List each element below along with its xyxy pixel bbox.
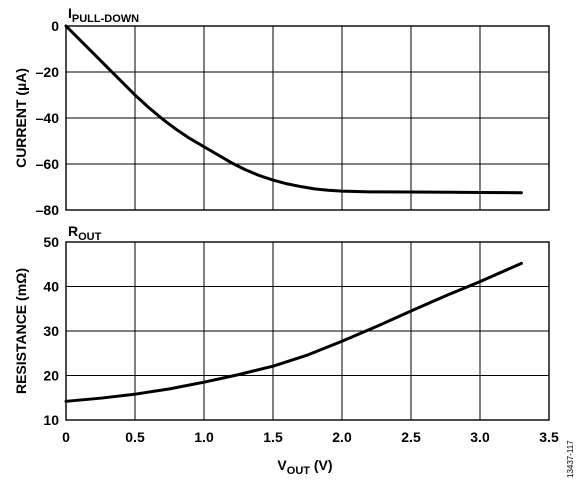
x-tick-label: 0: [62, 429, 70, 445]
current-y-tick-label: –80: [36, 202, 60, 218]
x-tick-label: 3.0: [470, 429, 490, 445]
resistance-curve: [64, 261, 523, 403]
resistance-y-tick-label: 50: [43, 234, 59, 250]
x-tick-label: 3.5: [539, 429, 559, 445]
resistance-y-tick-label: 40: [43, 279, 59, 295]
current-curve: [64, 24, 523, 195]
x-ticks: 0 0.5 1.0 1.5 2.0 2.5 3.0 3.5: [62, 429, 559, 445]
resistance-panel: 10 20 30 40 50 0 0.5 1.0 1.5 2.0 2.5 3.0 3.5 ROUT R…: [13, 223, 559, 477]
x-axis-label: VOUT (V): [277, 457, 332, 477]
resistance-plot-frame: [65, 241, 550, 421]
x-tick-label: 2.5: [401, 429, 421, 445]
x-tick-label: 1.5: [263, 429, 283, 445]
current-y-tick-label: –60: [36, 156, 60, 172]
figure-id: 13437-117: [566, 440, 575, 478]
resistance-y-ticks: 10 20 30 40 50: [43, 234, 59, 428]
current-y-axis-label: CURRENT (µA): [13, 68, 29, 168]
current-panel: 0 –20 –40 –60 –80 IPULL-DOWN CURRENT (µA): [13, 5, 550, 218]
resistance-y-axis-label: RESISTANCE (mΩ): [13, 268, 29, 394]
resistance-y-tick-label: 30: [43, 323, 59, 339]
resistance-y-tick-label: 20: [43, 368, 59, 384]
resistance-panel-label: ROUT: [68, 223, 102, 243]
current-y-ticks: 0 –20 –40 –60 –80: [36, 18, 60, 218]
current-y-tick-label: 0: [51, 18, 59, 34]
x-tick-label: 0.5: [125, 429, 145, 445]
current-y-tick-label: –40: [36, 110, 60, 126]
current-panel-label: IPULL-DOWN: [68, 5, 139, 25]
x-tick-label: 1.0: [194, 429, 214, 445]
x-tick-label: 2.0: [332, 429, 352, 445]
resistance-y-tick-label: 10: [43, 412, 59, 428]
current-grid: [65, 25, 550, 211]
current-y-tick-label: –20: [36, 64, 60, 80]
current-plot-frame: [65, 25, 550, 211]
